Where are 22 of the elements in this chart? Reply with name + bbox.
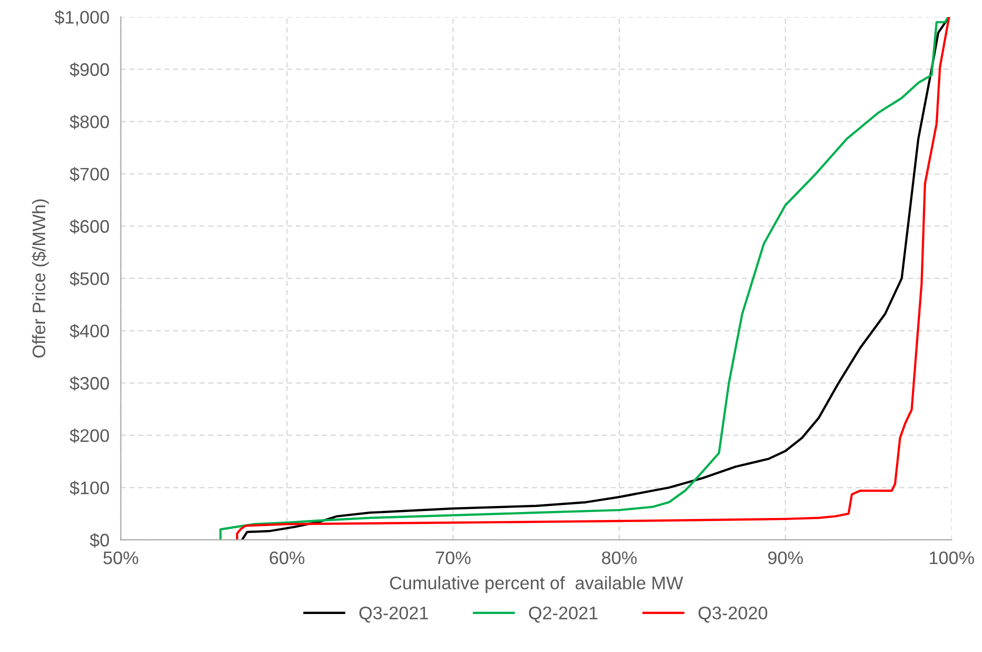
y-tick-label: $0 [90, 533, 109, 548]
x-tick-label: 90% [768, 551, 803, 564]
y-tick-label: $100 [70, 480, 109, 496]
y-tick-label: $200 [70, 428, 109, 444]
y-tick-label: $700 [70, 167, 109, 182]
x-tick-label: 80% [602, 551, 637, 564]
y-axis-title: Offer Price ($/MWh) [32, 199, 49, 358]
y-tick-label: $900 [70, 62, 109, 78]
legend-label: Q3-2020 [698, 606, 768, 623]
y-tick-label: $300 [70, 376, 109, 391]
legend-label: Q2-2021 [528, 606, 598, 623]
y-tick-label: $400 [70, 324, 109, 338]
y-tick-label: $1,000 [54, 10, 109, 26]
x-tick-label: 60% [270, 551, 304, 564]
y-tick-label: $800 [70, 114, 109, 130]
x-tick-label: 100% [930, 551, 974, 564]
x-tick-label: 50% [103, 551, 138, 564]
x-axis-title: Cumulative percent of available MW [390, 576, 684, 593]
y-tick-label: $600 [70, 219, 109, 234]
x-tick-label: 70% [436, 551, 471, 564]
y-tick-label: $500 [70, 272, 109, 286]
legend-label: Q3-2021 [359, 606, 428, 623]
